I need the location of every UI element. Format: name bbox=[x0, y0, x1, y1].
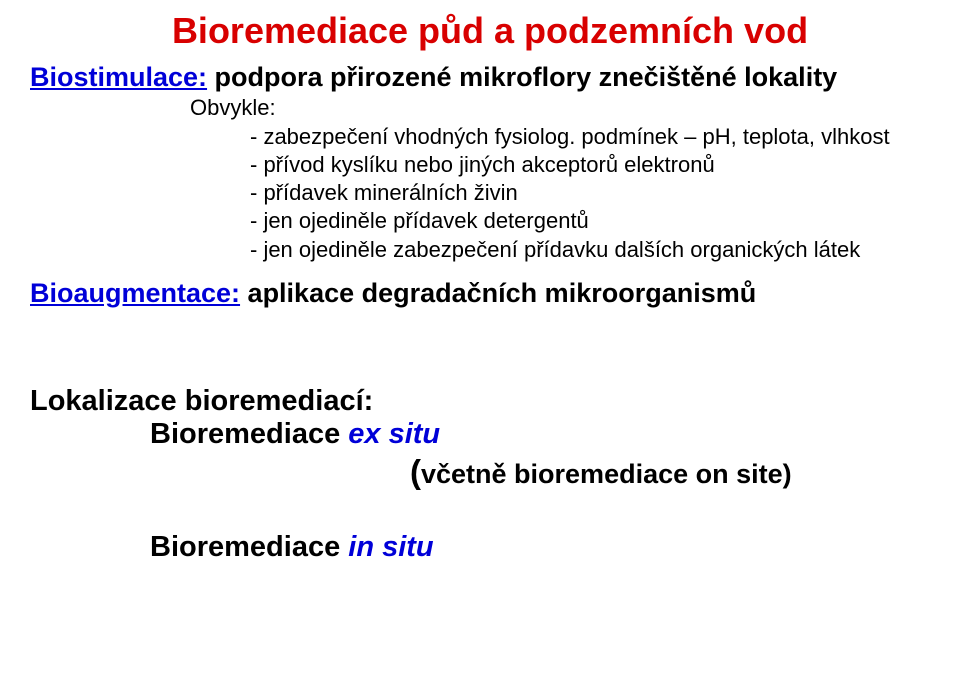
bioaugmentace-label: Bioaugmentace: bbox=[30, 278, 240, 308]
bullet-item: - přídavek minerálních živin bbox=[250, 179, 930, 207]
biostimulace-label: Biostimulace: bbox=[30, 62, 207, 92]
biostimulace-line: Biostimulace: podpora přirozené mikroflo… bbox=[30, 62, 930, 93]
exsitu-line: Bioremediace ex situ bbox=[150, 418, 930, 451]
page-title: Bioremediace půd a podzemních vod bbox=[50, 10, 930, 52]
bioaugmentace-line: Bioaugmentace: aplikace degradačních mik… bbox=[30, 278, 930, 309]
bullet-item: - jen ojediněle zabezpečení přídavku dal… bbox=[250, 236, 930, 264]
lokalizace-block: Lokalizace bioremediací: Bioremediace ex… bbox=[30, 385, 930, 564]
insitu-bold: Bioremediace bbox=[150, 531, 348, 563]
onsite-paren: ( bbox=[410, 453, 421, 490]
onsite-rest: včetně bioremediace on site) bbox=[421, 459, 792, 489]
exsitu-bold: Bioremediace bbox=[150, 418, 348, 450]
exsitu-italic: ex situ bbox=[348, 418, 440, 450]
biostimulace-rest: podpora přirozené mikroflory znečištěné … bbox=[207, 62, 837, 92]
bullet-item: - jen ojediněle přídavek detergentů bbox=[250, 207, 930, 235]
insitu-line: Bioremediace in situ bbox=[150, 531, 930, 564]
bullet-item: - přívod kyslíku nebo jiných akceptorů e… bbox=[250, 151, 930, 179]
bullet-item: - zabezpečení vhodných fysiolog. podmíne… bbox=[250, 123, 930, 151]
bioaugmentace-rest: aplikace degradačních mikroorganismů bbox=[240, 278, 756, 308]
obvykle-label: Obvykle: bbox=[190, 95, 930, 121]
onsite-line: (včetně bioremediace on site) bbox=[410, 453, 930, 491]
slide-page: Bioremediace půd a podzemních vod Biosti… bbox=[0, 0, 960, 676]
insitu-italic: in situ bbox=[348, 531, 433, 563]
lokalizace-heading: Lokalizace bioremediací: bbox=[30, 385, 930, 418]
bullet-list: - zabezpečení vhodných fysiolog. podmíne… bbox=[250, 123, 930, 264]
